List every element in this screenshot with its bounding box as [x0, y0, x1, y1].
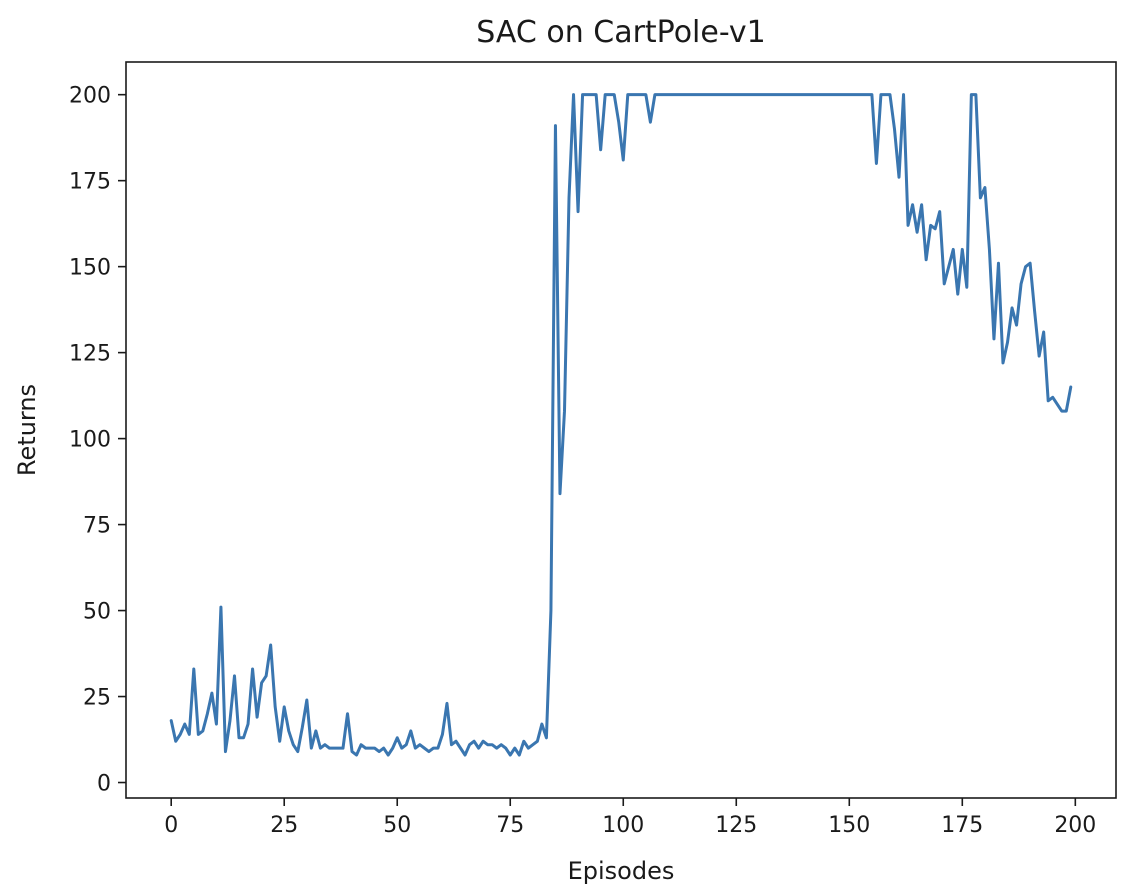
- plot-frame: [125, 61, 1117, 799]
- x-tick-label: 125: [715, 813, 757, 838]
- y-tick-label: 125: [69, 342, 111, 367]
- y-tick-label: 150: [69, 256, 111, 281]
- y-tick-label: 200: [69, 84, 111, 109]
- x-tick-label: 150: [828, 813, 870, 838]
- y-axis-ticks: 0 25 50 75 100 125 150 175 200: [69, 84, 126, 797]
- y-tick-label: 175: [69, 170, 111, 195]
- x-tick-label: 100: [602, 813, 644, 838]
- x-tick-label: 25: [270, 813, 298, 838]
- y-tick-label: 100: [69, 428, 111, 453]
- x-tick-label: 75: [496, 813, 524, 838]
- chart-title: SAC on CartPole-v1: [476, 15, 765, 50]
- x-tick-label: 175: [941, 813, 983, 838]
- x-axis-label: Episodes: [568, 857, 675, 885]
- x-tick-label: 200: [1054, 813, 1096, 838]
- x-tick-label: 0: [164, 813, 178, 838]
- y-tick-label: 50: [83, 600, 111, 625]
- x-tick-label: 50: [383, 813, 411, 838]
- y-tick-label: 0: [97, 772, 111, 797]
- y-tick-label: 75: [83, 514, 111, 539]
- returns-series-line: [169, 93, 1073, 757]
- y-axis-label: Returns: [13, 384, 41, 476]
- y-tick-label: 25: [83, 686, 111, 711]
- x-axis-ticks: 0 25 50 75 100 125 150 175 200: [164, 798, 1096, 838]
